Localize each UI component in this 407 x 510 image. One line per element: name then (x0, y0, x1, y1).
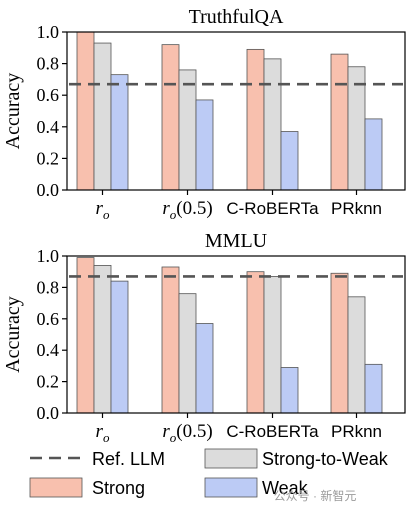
y-tick-label: 1.0 (37, 22, 60, 42)
x-tick-label: C-RoBERTa (226, 422, 319, 441)
subplot-0: TruthfulQA Accuracy 0.0 0.2 0.4 0.6 0.8 1.0 ro ro… (2, 6, 406, 222)
bar-strong-1 (161, 266, 180, 414)
y-tick-label: 1.0 (37, 246, 60, 266)
bar-strong-1 (161, 44, 180, 191)
bar-weak-1 (195, 99, 214, 191)
x-tick-label: ro(0.5) (162, 198, 212, 222)
subplot-title: MMLU (205, 230, 268, 252)
bar-weak-0 (110, 74, 129, 191)
y-tick-label: 0.0 (37, 403, 60, 423)
plot-frame (66, 255, 406, 414)
legend: Ref. LLM Strong-to-Weak Strong Weak (29, 448, 389, 498)
y-tick-label: 0.4 (37, 117, 60, 137)
y-tick-label: 0.2 (37, 372, 60, 392)
x-tick-label: ro (96, 198, 110, 222)
bar-strong-0 (76, 257, 95, 414)
bar-weak-3 (364, 118, 383, 191)
bar-strong-3 (330, 272, 349, 414)
bar-strong-2 (246, 271, 265, 414)
x-tick-label: PRknn (331, 422, 382, 441)
x-tick-label: ro(0.5) (162, 421, 212, 445)
legend-label: Strong (92, 478, 145, 498)
bar-weak-0 (110, 280, 129, 414)
x-tick-label: PRknn (331, 199, 382, 218)
bar-strong-to-weak-2 (263, 276, 282, 414)
watermark: 公众号 · 新智元 (274, 488, 357, 503)
y-tick-label: 0.6 (37, 85, 60, 105)
bar-weak-2 (280, 367, 299, 414)
y-tick-label: 0.2 (37, 148, 60, 168)
legend-label: Strong-to-Weak (262, 449, 389, 469)
bar-weak-2 (280, 131, 299, 191)
x-tick-label: C-RoBERTa (226, 199, 319, 218)
bar-strong-to-weak-0 (93, 42, 112, 191)
y-tick-label: 0.8 (37, 277, 60, 297)
subplot-title: TruthfulQA (189, 6, 284, 28)
bar-strong-0 (76, 31, 95, 191)
y-tick-label: 0.4 (37, 340, 60, 360)
legend-strong-to-weak-swatch (204, 448, 258, 469)
bar-weak-3 (364, 363, 383, 414)
y-tick-label: 0.0 (37, 180, 60, 200)
bar-strong-2 (246, 48, 265, 191)
legend-label: Ref. LLM (92, 449, 165, 469)
bar-strong-to-weak-1 (178, 69, 197, 191)
bar-weak-1 (195, 323, 214, 414)
y-tick-label: 0.8 (37, 54, 60, 74)
subplot-1: MMLU Accuracy 0.0 0.2 0.4 0.6 0.8 1.0 ro ro(0.5) C… (2, 230, 406, 445)
y-tick-label: 0.6 (37, 309, 60, 329)
bar-strong-to-weak-1 (178, 293, 197, 414)
bar-strong-to-weak-2 (263, 58, 282, 191)
legend-weak-swatch (204, 477, 258, 498)
bar-strong-to-weak-0 (93, 265, 112, 414)
plot-frame (66, 31, 406, 191)
bar-strong-3 (330, 53, 349, 191)
bar-strong-to-weak-3 (347, 296, 366, 414)
y-axis-label: Accuracy (2, 73, 24, 150)
legend-strong-swatch (29, 477, 83, 498)
y-axis-label: Accuracy (2, 296, 24, 373)
legend-label: Weak (262, 478, 309, 498)
x-tick-label: ro (96, 421, 110, 445)
